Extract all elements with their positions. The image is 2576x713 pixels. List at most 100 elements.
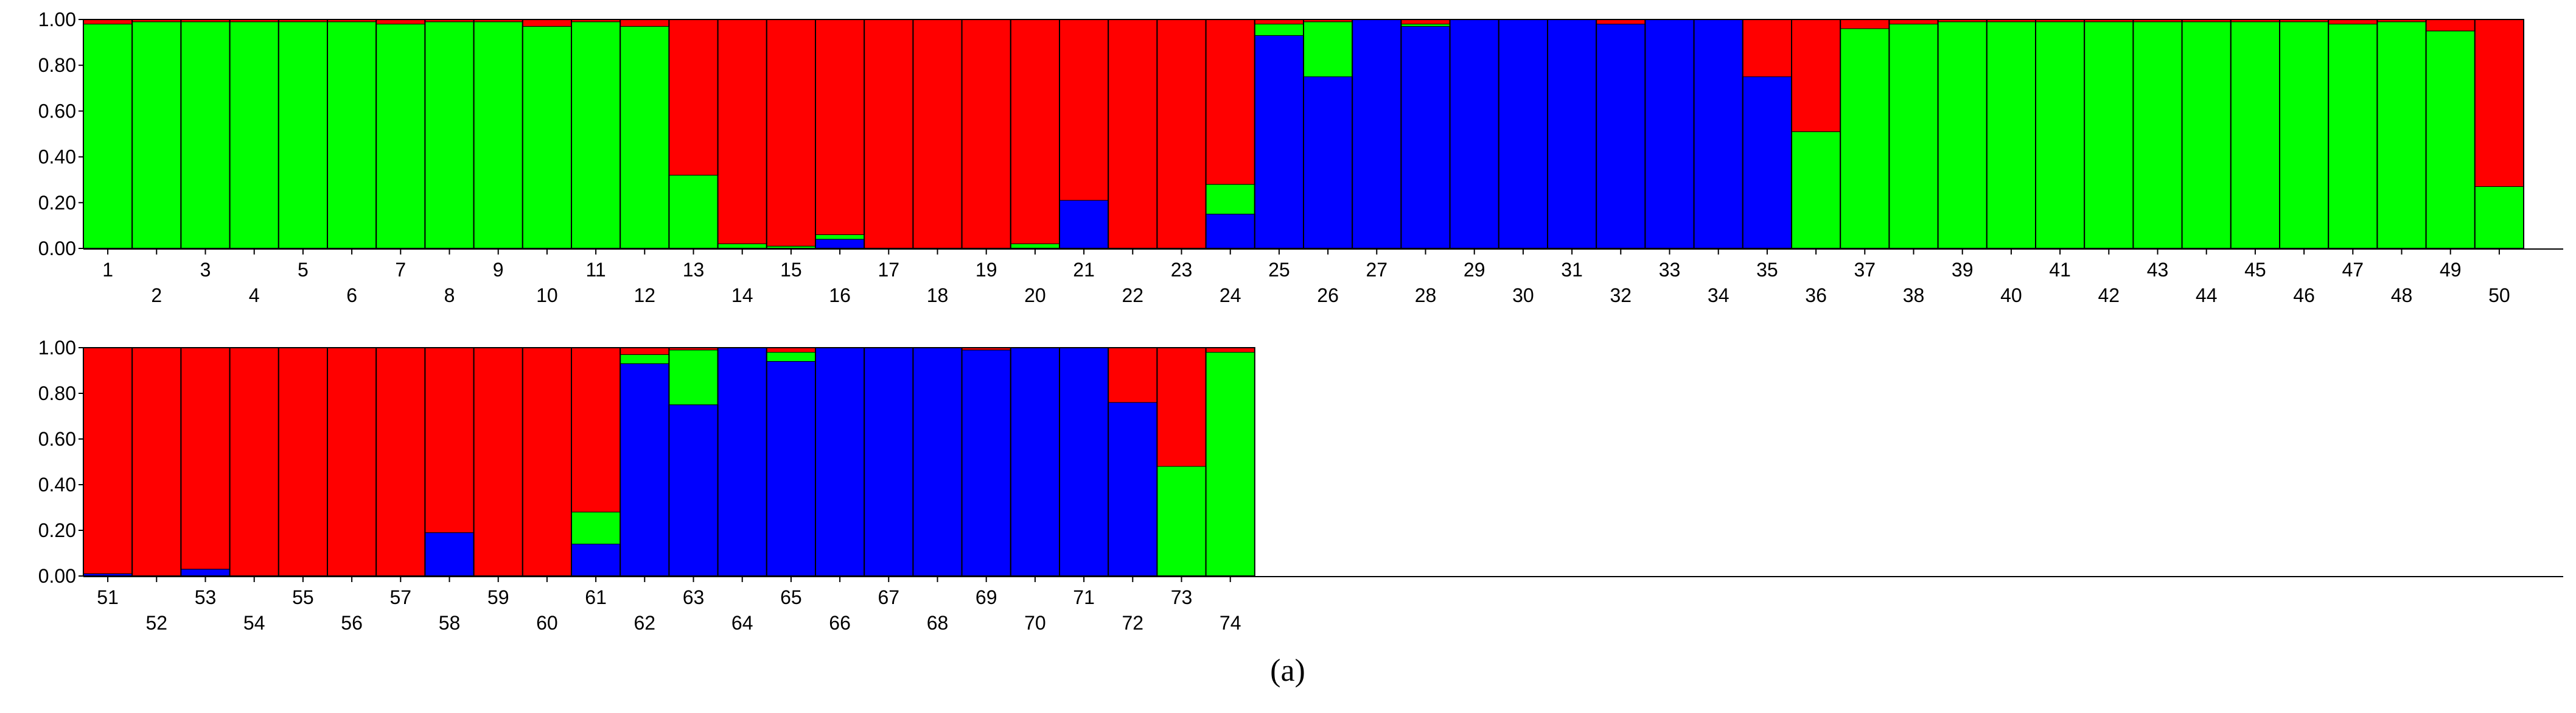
bar-segment-red	[717, 19, 767, 244]
bar-segment-red	[912, 19, 963, 249]
bar-segment-green	[1888, 24, 1939, 249]
x-tick-label: 74	[1220, 612, 1241, 634]
x-tick-label: 8	[444, 284, 455, 306]
bar-segment-red	[766, 347, 816, 353]
bar-segment-blue	[1010, 347, 1060, 577]
x-tick-label: 46	[2293, 284, 2315, 306]
bar-sample-69	[961, 347, 1011, 577]
bar-outline	[2474, 19, 2525, 249]
x-tick-label: 38	[1903, 284, 1925, 306]
x-tick-label: 23	[1171, 259, 1193, 281]
x-tick-label: 14	[731, 284, 753, 306]
x-tick-label: 7	[395, 259, 406, 281]
y-tick-label: 0.60	[38, 428, 76, 450]
bar-segment-red	[668, 19, 719, 176]
bar-segment-blue	[766, 361, 816, 577]
bar-segment-blue	[668, 404, 719, 577]
bar-sample-15	[766, 19, 817, 249]
x-tick-label: 31	[1561, 259, 1583, 281]
bar-segment-green	[2132, 21, 2183, 249]
bar-sample-25	[1254, 19, 1305, 249]
bar-segment-blue	[912, 347, 963, 577]
bar-sample-67	[864, 347, 914, 577]
bar-segment-blue	[1303, 76, 1353, 249]
bar-sample-61	[571, 347, 621, 577]
bar-segment-green	[766, 352, 816, 362]
bar-segment-red	[815, 19, 865, 235]
bar-sample-16	[815, 19, 865, 249]
bar-segment-red	[620, 347, 669, 355]
x-tick-label: 65	[780, 586, 802, 608]
bar-segment-blue	[815, 239, 865, 249]
bar-sample-14	[717, 19, 767, 249]
x-tick-label: 58	[439, 612, 461, 634]
bar-segment-green	[1206, 352, 1255, 577]
bar-segment-green	[717, 243, 767, 249]
bar-sample-53	[180, 347, 231, 577]
bar-segment-red	[1254, 19, 1304, 25]
bar-sample-52	[131, 347, 182, 577]
bar-segment-red	[1108, 347, 1157, 403]
x-tick-label: 48	[2391, 284, 2413, 306]
bar-segment-red	[424, 347, 475, 533]
x-tick-label: 66	[829, 612, 851, 634]
bar-segment-blue	[864, 347, 913, 577]
bar-segment-blue	[1206, 214, 1255, 249]
x-tick-label: 15	[780, 259, 802, 281]
x-tick-label: 56	[341, 612, 363, 634]
bar-sample-22	[1108, 19, 1158, 249]
bar-segment-green	[620, 26, 669, 249]
bar-sample-3	[180, 19, 231, 249]
y-tick-label: 0.60	[38, 100, 76, 122]
bar-sample-74	[1205, 347, 1255, 577]
bar-segment-green	[668, 175, 719, 249]
bar-sample-28	[1400, 19, 1451, 249]
x-tick-label: 62	[634, 612, 656, 634]
bar-segment-blue	[1254, 35, 1304, 249]
y-tick-label: 0.40	[38, 146, 76, 168]
x-tick-label: 28	[1415, 284, 1437, 306]
bar-segment-blue	[1352, 19, 1401, 249]
bar-segment-green	[571, 511, 621, 544]
bar-segment-red	[1108, 19, 1157, 249]
x-tick-label: 42	[2098, 284, 2120, 306]
x-tick-label: 54	[243, 612, 265, 634]
bar-segment-green	[620, 354, 669, 364]
bar-sample-10	[522, 19, 572, 249]
bar-sample-71	[1059, 347, 1109, 577]
x-tick-label: 52	[146, 612, 168, 634]
x-tick-label: 47	[2342, 259, 2364, 281]
bar-sample-50	[2474, 19, 2525, 249]
x-tick-label: 69	[976, 586, 997, 608]
bar-segment-blue	[180, 569, 231, 577]
panel-2: 0.00 0.20 0.40 0.60 0.80 1.00 51 52 53 54 55 56 57 58…	[38, 337, 2563, 634]
x-tick-label: 40	[2000, 284, 2022, 306]
y-tick-label: 0.20	[38, 519, 76, 541]
bar-sample-4	[229, 19, 279, 249]
bar-segment-red	[1206, 347, 1255, 353]
bar-segment-red	[1400, 19, 1451, 25]
bar-segment-green	[1840, 28, 1890, 249]
bar-segment-red	[1791, 19, 1841, 132]
bar-sample-13	[668, 19, 719, 249]
bar-sample-27	[1352, 19, 1402, 249]
bar-segment-blue	[1059, 347, 1109, 577]
figure-caption: (a)	[1270, 653, 1305, 688]
x-tick-label: 35	[1756, 259, 1778, 281]
bar-segment-green	[2328, 24, 2378, 249]
bar-sample-18	[912, 19, 963, 249]
bar-segment-red	[2426, 19, 2476, 32]
bar-sample-51	[83, 347, 133, 577]
bar-sample-21	[1059, 19, 1109, 249]
bar-segment-green	[522, 26, 572, 249]
x-tick-label: 21	[1073, 259, 1095, 281]
x-tick-label: 57	[390, 586, 412, 608]
bar-segment-green	[278, 21, 328, 249]
bar-sample-29	[1449, 19, 1499, 249]
bar-sample-7	[375, 19, 426, 249]
bar-segment-red	[620, 19, 669, 27]
bar-segment-blue	[717, 347, 767, 577]
x-tick-label: 1	[102, 259, 113, 281]
bar-segment-red	[229, 347, 279, 577]
bar-segment-red	[2328, 19, 2378, 25]
